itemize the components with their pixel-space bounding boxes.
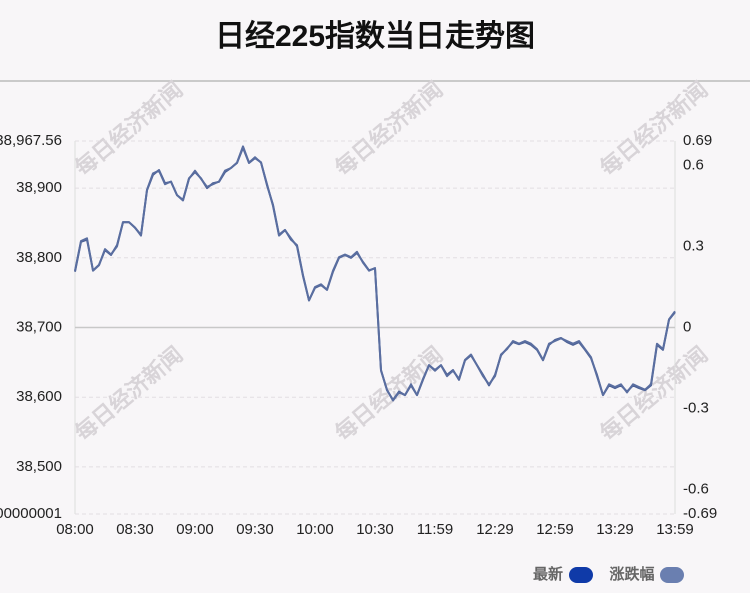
y-tick-label: 38,600 — [16, 388, 62, 405]
x-tick-label: 08:30 — [116, 521, 154, 538]
watermark: 每日经济新闻 — [330, 77, 447, 181]
y2-tick-label: -0.69 — [683, 505, 717, 522]
y-tick-label: 38,432.4400000001 — [0, 505, 62, 522]
x-tick-label: 13:29 — [596, 521, 634, 538]
y2-tick-label: 0.3 — [683, 237, 704, 254]
y2-tick-label: -0.6 — [683, 481, 709, 498]
watermark: 每日经济新闻 — [70, 342, 187, 446]
legend-swatch — [660, 567, 684, 583]
y-tick-label: 38,500 — [16, 458, 62, 475]
x-tick-label: 10:00 — [296, 521, 334, 538]
x-tick-label: 09:00 — [176, 521, 214, 538]
legend-label: 涨跌幅 — [609, 565, 654, 583]
watermark: 每日经济新闻 — [70, 77, 187, 181]
x-tick-label: 11:59 — [417, 521, 453, 538]
x-tick-label: 09:30 — [236, 521, 274, 538]
x-tick-label: 10:30 — [356, 521, 394, 538]
legend-swatch — [569, 567, 593, 583]
y2-tick-label: 0 — [683, 318, 691, 335]
y-tick-label: 38,967.56 — [0, 132, 62, 149]
price-line — [74, 145, 676, 402]
y-tick-label: 38,800 — [16, 249, 62, 266]
x-tick-label: 12:59 — [536, 521, 574, 538]
watermark: 每日经济新闻 — [595, 342, 712, 446]
y2-tick-label: 0.6 — [683, 156, 704, 173]
x-tick-label: 13:59 — [656, 521, 694, 538]
y-tick-label: 38,700 — [16, 318, 62, 335]
x-tick-label: 12:29 — [476, 521, 514, 538]
y2-tick-label: 0.69 — [683, 132, 712, 149]
y2-tick-label: -0.3 — [683, 400, 709, 417]
y-tick-label: 38,900 — [16, 179, 62, 196]
chart-title: 日经225指数当日走势图 — [215, 19, 535, 53]
legend-label: 最新 — [533, 565, 563, 583]
x-tick-label: 08:00 — [56, 521, 94, 538]
